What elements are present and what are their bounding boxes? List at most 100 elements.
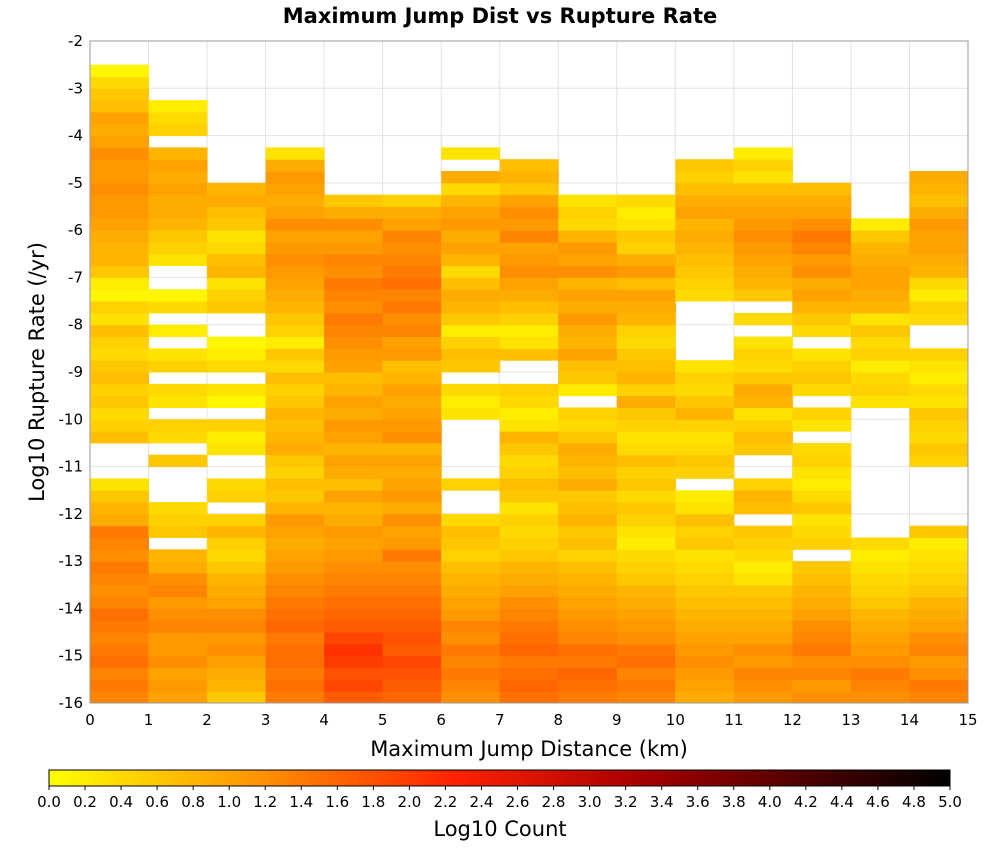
heatmap-cell [909,301,969,314]
heatmap-cell [90,502,150,515]
heatmap-cell [441,549,501,562]
heatmap-cell [558,620,618,633]
heatmap-cell [733,561,793,574]
heatmap-cell [90,431,150,444]
heatmap-cell [616,608,676,621]
heatmap-cell [909,561,969,574]
heatmap-cell [265,537,325,550]
heatmap-cell [324,537,384,550]
heatmap-cell [675,218,735,231]
heatmap-cell [909,584,969,598]
heatmap-cell [265,395,325,408]
heatmap-cell [733,171,793,184]
heatmap-cell [90,419,150,432]
heatmap-cell [909,596,969,609]
heatmap-cell [733,431,793,444]
heatmap-cell [90,230,150,243]
heatmap-cell [148,419,208,432]
heatmap-cell [441,301,501,314]
heatmap-cell [90,395,150,408]
heatmap-cell [792,572,852,586]
heatmap-cell [441,383,501,397]
heatmap-cell [265,312,325,326]
heatmap-cell [148,454,208,468]
heatmap-cell [733,620,793,633]
heatmap-cell [90,691,150,704]
heatmap-cell [616,395,676,408]
heatmap-cell [265,584,325,598]
heatmap-cell [265,608,325,621]
heatmap-cell [382,442,442,456]
colorbar-tick-label: 0.2 [73,793,97,811]
heatmap-cell [90,289,150,302]
heatmap-cell [733,336,793,349]
heatmap-cell [616,454,676,468]
heatmap-cell [207,336,267,349]
heatmap-cell [675,561,735,574]
x-tick-label: 12 [783,711,802,729]
heatmap-cell [616,360,676,373]
heatmap-cell [499,395,559,408]
heatmap-cell [616,383,676,397]
heatmap-cell [207,194,267,207]
heatmap-cell [909,691,969,704]
heatmap-cell [382,537,442,550]
heatmap-cell [499,561,559,574]
heatmap-cell [850,620,910,633]
heatmap-cell [850,289,910,302]
heatmap-cell [733,596,793,609]
heatmap-cell [675,632,735,645]
heatmap-cell [265,372,325,385]
heatmap-cell [265,419,325,432]
colorbar-tick-label: 4.8 [902,793,926,811]
heatmap-cell [90,147,150,160]
y-tick-label: -15 [59,647,84,665]
heatmap-cell [499,584,559,598]
heatmap-cell [792,372,852,385]
heatmap-cell [90,253,150,267]
heatmap-cell [324,466,384,479]
heatmap-cell [207,383,267,397]
heatmap-cell [850,253,910,267]
heatmap-cell [324,289,384,302]
heatmap-cell [382,277,442,290]
heatmap-cell [265,206,325,219]
heatmap-cell [792,182,852,196]
heatmap-cell [909,253,969,267]
heatmap-cell [90,312,150,326]
heatmap-cell [148,608,208,621]
heatmap-cell [441,643,501,657]
x-tick-label: 7 [495,711,505,729]
heatmap-cell [792,348,852,361]
heatmap-cell [850,230,910,243]
heatmap-cell [675,431,735,444]
heatmap-cell [909,395,969,408]
heatmap-cell [382,490,442,503]
heatmap-cell [499,655,559,669]
heatmap-cell [441,395,501,408]
heatmap-cell [792,419,852,432]
heatmap-cell [850,324,910,338]
x-tick-label: 4 [319,711,329,729]
x-tick-label: 13 [841,711,860,729]
heatmap-cell [616,312,676,326]
heatmap-cell [207,360,267,373]
heatmap-cell [558,419,618,432]
heatmap-cell [909,348,969,361]
heatmap-cell [207,549,267,562]
heatmap-cells [90,64,969,704]
heatmap-cell [558,312,618,326]
heatmap-cell [733,265,793,278]
heatmap-cell [733,478,793,491]
heatmap-cell [909,194,969,207]
heatmap-cell [441,147,501,160]
heatmap-cell [382,324,442,338]
heatmap-cell [324,655,384,669]
heatmap-cell [148,324,208,338]
heatmap-cell [558,431,618,444]
heatmap-cell [499,289,559,302]
heatmap-cell [558,454,618,468]
heatmap-cell [382,513,442,527]
heatmap-cell [265,655,325,669]
heatmap-cell [324,490,384,503]
